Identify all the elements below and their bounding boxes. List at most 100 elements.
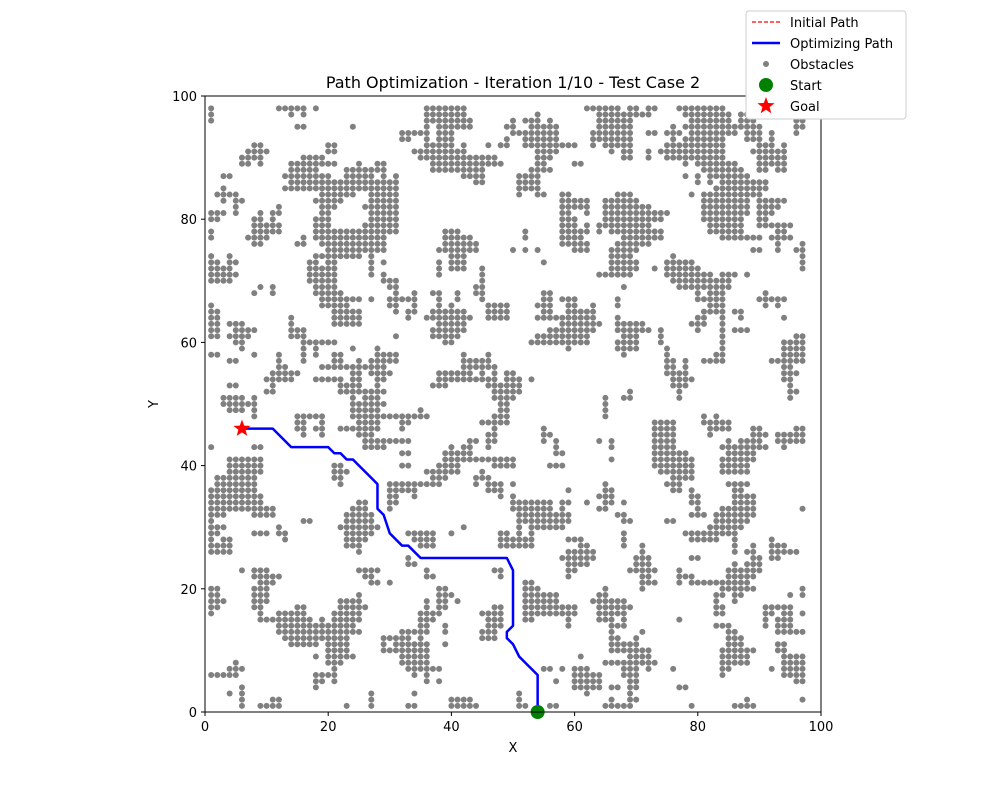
obstacle-point <box>362 444 369 451</box>
obstacle-point <box>651 579 658 586</box>
obstacle-point <box>627 142 634 149</box>
obstacle-point <box>448 327 455 334</box>
obstacle-point <box>454 290 461 297</box>
obstacle-point <box>645 154 652 161</box>
obstacle-point <box>473 179 480 186</box>
obstacle-point <box>725 622 732 629</box>
obstacle-point <box>343 388 350 395</box>
obstacle-point <box>460 314 467 321</box>
obstacle-point <box>491 388 498 395</box>
obstacle-point <box>312 234 319 241</box>
obstacle-point <box>540 511 547 518</box>
obstacle-point <box>737 567 744 574</box>
obstacle-point <box>614 647 621 654</box>
obstacle-point <box>522 173 529 180</box>
obstacle-point <box>405 308 412 315</box>
obstacle-point <box>257 604 264 611</box>
obstacle-point <box>245 148 252 155</box>
obstacle-point <box>719 216 726 223</box>
obstacle-point <box>670 419 677 426</box>
obstacle-point <box>288 166 295 173</box>
obstacle-point <box>651 265 658 272</box>
obstacle-point <box>571 314 578 321</box>
obstacle-point <box>676 468 683 475</box>
obstacle-point <box>614 702 621 709</box>
obstacle-point <box>485 154 492 161</box>
obstacle-point <box>620 327 627 334</box>
obstacle-point <box>731 462 738 469</box>
obstacle-point <box>768 210 775 217</box>
obstacle-point <box>707 357 714 364</box>
obstacle-point <box>208 265 215 272</box>
obstacle-point <box>485 487 492 494</box>
obstacle-point <box>257 210 264 217</box>
obstacle-point <box>269 579 276 586</box>
obstacle-point <box>553 437 560 444</box>
obstacle-point <box>546 604 553 611</box>
obstacle-point <box>534 604 541 611</box>
obstacle-point <box>608 499 615 506</box>
obstacle-point <box>214 333 221 340</box>
obstacle-point <box>774 228 781 235</box>
obstacle-point <box>349 364 356 371</box>
obstacle-point <box>670 665 677 672</box>
obstacle-point <box>300 185 307 192</box>
obstacle-point <box>608 222 615 229</box>
obstacle-point <box>762 604 769 611</box>
obstacle-point <box>251 468 258 475</box>
obstacle-point <box>522 598 529 605</box>
obstacle-point <box>707 277 714 284</box>
obstacle-point <box>577 684 584 691</box>
obstacle-point <box>608 247 615 253</box>
obstacle-point <box>411 487 418 494</box>
obstacle-point <box>368 419 375 426</box>
obstacle-point <box>331 672 338 679</box>
obstacle-point <box>725 444 732 451</box>
obstacle-point <box>306 271 313 278</box>
obstacle-point <box>713 351 720 358</box>
obstacle-point <box>602 505 609 512</box>
obstacle-point <box>325 659 332 666</box>
obstacle-point <box>719 290 726 297</box>
obstacle-point <box>731 456 738 463</box>
obstacle-point <box>337 364 344 371</box>
obstacle-point <box>540 339 547 346</box>
obstacle-point <box>719 622 726 629</box>
obstacle-point <box>577 247 584 253</box>
obstacle-point <box>331 259 338 266</box>
obstacle-point <box>725 419 732 426</box>
obstacle-point <box>664 425 670 432</box>
obstacle-point <box>238 154 245 161</box>
obstacle-point <box>466 173 473 180</box>
obstacle-point <box>602 407 609 414</box>
obstacle-point <box>399 659 406 666</box>
obstacle-point <box>781 351 788 358</box>
obstacle-point <box>429 166 436 173</box>
obstacle-point <box>251 394 258 401</box>
obstacle-point <box>645 234 652 241</box>
obstacle-point <box>454 123 461 130</box>
obstacle-point <box>312 684 319 691</box>
obstacle-point <box>737 659 744 666</box>
obstacle-point <box>756 203 763 210</box>
obstacle-point <box>362 431 369 438</box>
obstacle-point <box>781 444 788 451</box>
obstacle-point <box>325 173 332 180</box>
obstacle-point <box>269 283 276 290</box>
obstacle-point <box>516 542 523 549</box>
obstacle-point <box>485 444 492 451</box>
obstacle-point <box>676 567 683 574</box>
obstacle-point <box>602 203 609 210</box>
obstacle-point <box>670 364 677 371</box>
obstacle-point <box>620 647 627 654</box>
obstacle-point <box>423 641 430 648</box>
obstacle-point <box>392 277 399 284</box>
obstacle-point <box>368 216 375 223</box>
obstacle-point <box>571 561 578 568</box>
obstacle-point <box>436 370 443 377</box>
obstacle-point <box>251 481 258 488</box>
obstacle-point <box>787 622 794 629</box>
chart-title: Path Optimization - Iteration 1/10 - Tes… <box>326 73 700 92</box>
obstacle-point <box>602 481 609 488</box>
obstacle-point <box>534 129 541 136</box>
